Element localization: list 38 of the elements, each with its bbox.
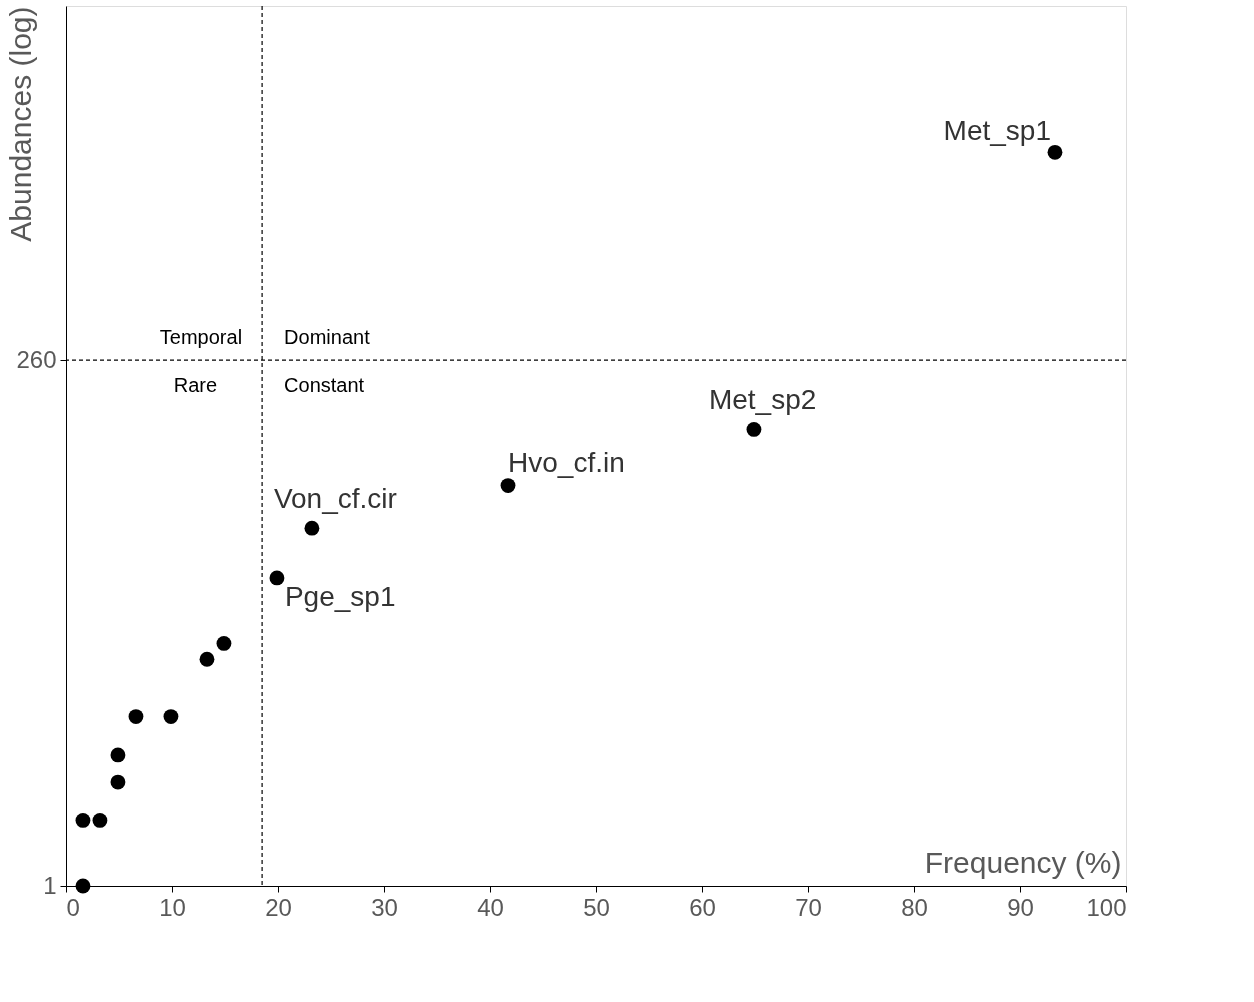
point	[500, 478, 516, 493]
point	[1047, 144, 1063, 160]
x-axis-title: Frequency (%)	[924, 845, 1122, 879]
y-axis-title: Abundances (log)	[3, 6, 37, 242]
point	[92, 813, 108, 828]
x-tick-label: 80	[901, 893, 928, 921]
x-tick-label: 0	[66, 893, 80, 921]
x-tick-label: 70	[795, 893, 822, 921]
point	[304, 520, 320, 536]
annotation: Constant	[284, 374, 365, 397]
annotation: Met_sp1	[943, 115, 1051, 147]
x-tick-label: 100	[1086, 893, 1127, 921]
annotation: Von_cf.cir	[273, 483, 397, 515]
x-tick-label: 50	[583, 893, 610, 921]
annotation: Dominant	[284, 326, 371, 349]
annotation: Rare	[173, 374, 218, 397]
annotation: Met_sp2	[708, 384, 817, 416]
point	[163, 709, 179, 724]
x-tick-label: 30	[371, 893, 398, 921]
x-tick-label: 60	[689, 893, 716, 921]
point	[75, 878, 91, 894]
y-tick-label: 1	[43, 871, 57, 899]
x-tick-label: 90	[1007, 893, 1034, 921]
point	[269, 570, 285, 586]
x-tick-label: 20	[265, 893, 292, 921]
point	[746, 422, 762, 437]
annotation: Temporal	[159, 326, 243, 349]
annotation: Pge_sp1	[284, 580, 396, 612]
x-tick-label: 40	[477, 893, 504, 921]
point	[128, 709, 144, 724]
annotation: Hvo_cf.in	[508, 446, 625, 478]
point	[110, 774, 126, 790]
point	[110, 747, 126, 763]
x-tick-label: 10	[159, 893, 186, 921]
point	[75, 813, 91, 828]
point	[199, 651, 215, 667]
point	[216, 636, 232, 651]
y-tick-label: 260	[16, 345, 57, 373]
